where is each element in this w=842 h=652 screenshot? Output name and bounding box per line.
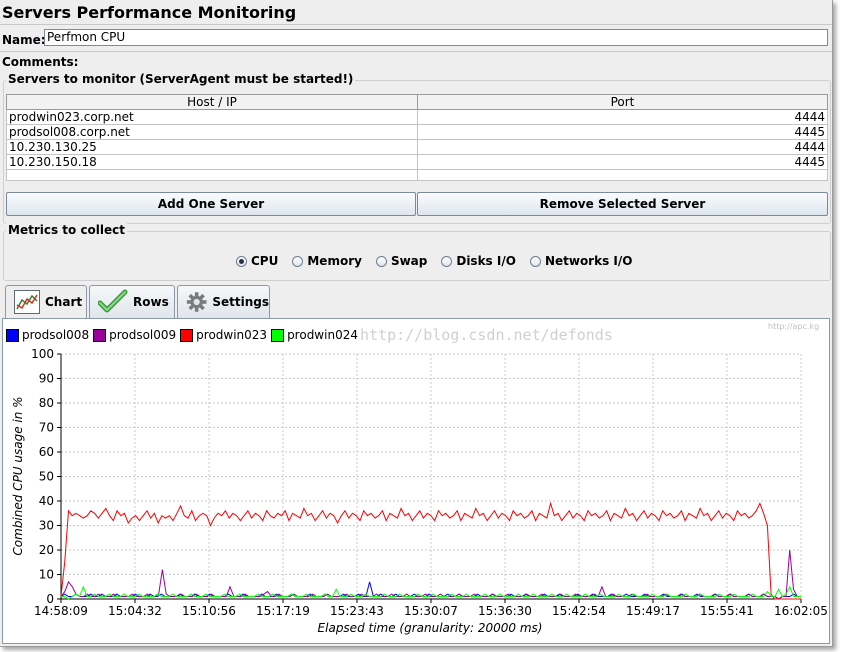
legend-item: prodwin024 bbox=[271, 328, 358, 342]
radio-label: Swap bbox=[390, 254, 428, 268]
table-row[interactable]: prodsol008.corp.net 4445 bbox=[6, 124, 828, 140]
chart-panel bbox=[2, 318, 830, 644]
table-row[interactable]: 10.230.130.25 4444 bbox=[6, 139, 828, 155]
legend-label: prodwin023 bbox=[196, 328, 268, 342]
metrics-radio-group: CPU Memory Swap Disks I/O Networks I/O bbox=[236, 253, 632, 269]
legend-label: prodsol008 bbox=[22, 328, 90, 342]
tab-label: Chart bbox=[45, 295, 83, 309]
legend-swatch bbox=[93, 328, 107, 342]
comments-label: Comments: bbox=[2, 55, 79, 69]
name-label: Name: bbox=[2, 33, 46, 47]
port-cell[interactable]: 4445 bbox=[417, 124, 828, 140]
radio-memory[interactable]: Memory bbox=[292, 253, 362, 269]
tab-chart[interactable]: Chart bbox=[5, 285, 87, 318]
metrics-group-title: Metrics to collect bbox=[6, 223, 128, 237]
table-row[interactable]: prodwin023.corp.net 4444 bbox=[6, 109, 828, 125]
radio-label: Memory bbox=[307, 254, 362, 268]
radio-networks-io[interactable]: Networks I/O bbox=[529, 253, 633, 269]
radio-cpu[interactable]: CPU bbox=[236, 253, 278, 269]
add-server-button[interactable]: Add One Server bbox=[6, 192, 416, 216]
port-cell[interactable]: 4444 bbox=[417, 139, 828, 155]
port-cell[interactable]: 4445 bbox=[417, 154, 828, 170]
legend-swatch bbox=[271, 328, 285, 342]
tab-settings[interactable]: Settings bbox=[177, 285, 270, 318]
table-row[interactable]: 10.230.150.18 4445 bbox=[6, 154, 828, 170]
host-cell[interactable]: prodwin023.corp.net bbox=[6, 109, 418, 125]
name-divider bbox=[0, 51, 832, 52]
name-field[interactable]: Perfmon CPU bbox=[44, 29, 828, 46]
column-header-port[interactable]: Port bbox=[417, 94, 828, 110]
legend-label: prodwin024 bbox=[287, 328, 358, 342]
radio-unselected-icon[interactable] bbox=[441, 255, 453, 267]
title-divider bbox=[0, 24, 832, 25]
column-header-host[interactable]: Host / IP bbox=[6, 94, 418, 110]
table-row-empty[interactable] bbox=[6, 169, 828, 181]
servers-group-title: Servers to monitor (ServerAgent must be … bbox=[6, 72, 356, 86]
radio-swap[interactable]: Swap bbox=[375, 253, 428, 269]
tab-label: Rows bbox=[133, 295, 169, 309]
tab-rows[interactable]: Rows bbox=[89, 285, 175, 318]
radio-disks-io[interactable]: Disks I/O bbox=[441, 253, 516, 269]
watermark: http://blog.csdn.net/defonds bbox=[360, 326, 613, 344]
tab-label: Settings bbox=[212, 295, 269, 309]
radio-label: Disks I/O bbox=[456, 254, 516, 268]
host-cell[interactable]: prodsol008.corp.net bbox=[6, 124, 418, 140]
radio-unselected-icon[interactable] bbox=[529, 255, 541, 267]
gear-icon bbox=[186, 292, 207, 312]
legend-item: prodwin023 bbox=[180, 328, 267, 342]
metrics-group bbox=[3, 231, 831, 281]
radio-selected-icon[interactable] bbox=[236, 255, 247, 267]
checkmark-icon bbox=[98, 289, 128, 313]
empty-cell[interactable] bbox=[6, 169, 418, 181]
legend-swatch bbox=[180, 328, 194, 342]
legend-item: prodsol008 bbox=[6, 328, 89, 342]
chart-icon bbox=[14, 290, 40, 314]
radio-unselected-icon[interactable] bbox=[292, 255, 304, 267]
host-cell[interactable]: 10.230.130.25 bbox=[6, 139, 418, 155]
empty-cell[interactable] bbox=[417, 169, 828, 181]
remove-server-button[interactable]: Remove Selected Server bbox=[417, 192, 828, 216]
host-cell[interactable]: 10.230.150.18 bbox=[6, 154, 418, 170]
servers-table[interactable]: Host / IP Port prodwin023.corp.net 4444 … bbox=[6, 94, 828, 181]
legend-swatch bbox=[6, 328, 19, 342]
radio-label: Networks I/O bbox=[544, 254, 633, 268]
watermark-small: http://apc.kg bbox=[768, 322, 820, 331]
radio-label: CPU bbox=[251, 254, 279, 268]
legend-label: prodsol009 bbox=[109, 328, 177, 342]
servers-group bbox=[3, 80, 831, 224]
chart-legend: prodsol008 prodsol009 prodwin023 prodwin… bbox=[6, 328, 358, 342]
radio-unselected-icon[interactable] bbox=[375, 255, 387, 267]
port-cell[interactable]: 4444 bbox=[417, 109, 828, 125]
page-title: Servers Performance Monitoring bbox=[2, 3, 297, 22]
legend-item: prodsol009 bbox=[93, 328, 176, 342]
